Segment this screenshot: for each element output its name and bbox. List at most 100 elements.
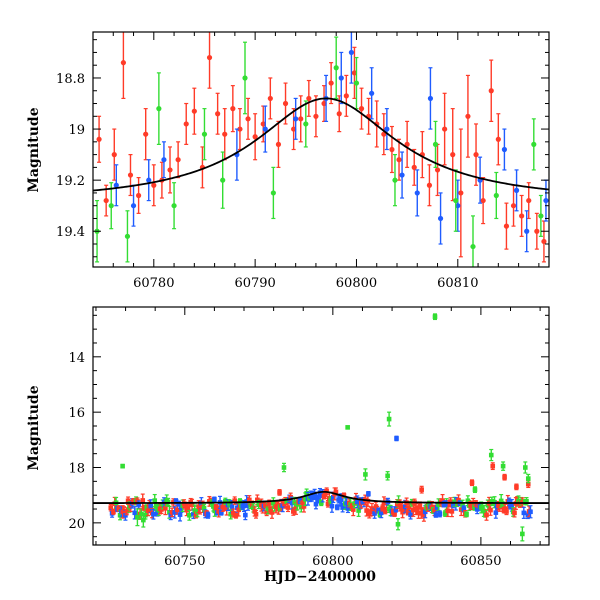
top-y-axis-label: Magnitude: [26, 107, 42, 192]
y-tick-label: 18: [68, 462, 85, 477]
band-point: [173, 499, 179, 504]
data-point: [519, 213, 525, 219]
data-point: [130, 203, 137, 209]
band-point: [361, 499, 367, 505]
data-point: [501, 146, 508, 153]
band-point: [392, 511, 397, 517]
data-point: [282, 100, 289, 107]
data-point: [120, 60, 126, 66]
x-tick-label: 60790: [234, 276, 275, 291]
band-point: [167, 510, 172, 515]
data-point: [502, 474, 507, 480]
band-point: [433, 512, 439, 518]
band-point: [334, 504, 340, 510]
band-point: [356, 508, 361, 513]
data-point: [135, 515, 140, 520]
data-point: [473, 152, 479, 158]
data-point: [120, 463, 125, 469]
band-point: [243, 512, 248, 518]
data-point: [525, 476, 531, 481]
band-point: [293, 506, 299, 511]
band-point: [524, 498, 529, 504]
band-point: [493, 510, 499, 515]
data-point: [469, 480, 475, 486]
data-point: [136, 192, 142, 199]
band-point: [159, 507, 164, 512]
band-point: [152, 498, 158, 503]
band-point: [450, 502, 456, 508]
band-point: [436, 502, 441, 507]
band-point: [183, 503, 188, 508]
band-point: [277, 505, 283, 511]
band-point: [251, 505, 256, 511]
band-point: [169, 510, 175, 515]
band-point: [382, 508, 388, 514]
y-tick-label: 14: [68, 351, 85, 366]
data-point: [455, 203, 461, 209]
band-point: [265, 506, 271, 512]
band-point: [504, 509, 509, 514]
band-point: [509, 503, 515, 508]
band-point: [224, 506, 229, 511]
band-point: [432, 508, 437, 513]
data-point: [394, 436, 399, 441]
band-point: [201, 505, 207, 511]
band-point: [488, 507, 493, 513]
band-point: [299, 504, 304, 510]
data-point: [426, 182, 433, 188]
band-point: [318, 500, 324, 506]
data-point: [345, 425, 350, 430]
band-point: [141, 505, 147, 511]
band-point: [125, 498, 131, 504]
band-point: [304, 491, 309, 496]
data-point: [543, 197, 549, 204]
data-point: [369, 90, 375, 96]
band-point: [410, 507, 416, 513]
band-point: [301, 504, 307, 509]
bottom-x-axis-label: HJD−2400000: [264, 569, 376, 585]
band-point: [165, 499, 171, 505]
data-point: [495, 136, 501, 142]
band-point: [205, 512, 211, 518]
data-point: [524, 228, 530, 234]
band-point: [195, 509, 200, 514]
band-point: [140, 498, 146, 503]
data-point: [389, 146, 395, 153]
band-point: [445, 508, 451, 514]
data-point: [520, 531, 525, 537]
band-point: [144, 504, 150, 510]
band-point: [267, 501, 272, 506]
data-point: [531, 141, 537, 147]
data-point: [470, 243, 476, 250]
data-point: [338, 75, 344, 81]
band-point: [464, 512, 469, 517]
band-point: [368, 509, 373, 514]
band-point: [289, 500, 295, 506]
band-point: [163, 506, 168, 511]
band-point: [212, 508, 217, 514]
band-point: [108, 505, 114, 511]
data-point: [363, 472, 368, 477]
bottom-y-axis-label: Magnitude: [26, 385, 42, 470]
data-point: [419, 487, 424, 492]
data-point: [458, 190, 464, 196]
y-tick-label: 16: [68, 406, 85, 421]
band-point: [405, 509, 411, 515]
band-point: [338, 497, 344, 503]
data-point: [111, 152, 117, 158]
data-point: [281, 465, 287, 470]
data-point: [222, 131, 228, 137]
data-point: [103, 197, 109, 204]
data-point: [472, 487, 478, 492]
band-point: [189, 502, 195, 507]
data-point: [348, 49, 354, 56]
data-point: [395, 521, 401, 527]
data-point: [215, 111, 221, 117]
data-point: [96, 136, 102, 142]
band-point: [271, 500, 276, 506]
data-point: [267, 95, 273, 102]
data-point: [321, 100, 327, 107]
data-point: [437, 215, 444, 222]
band-point: [143, 512, 148, 518]
band-point: [500, 501, 505, 507]
